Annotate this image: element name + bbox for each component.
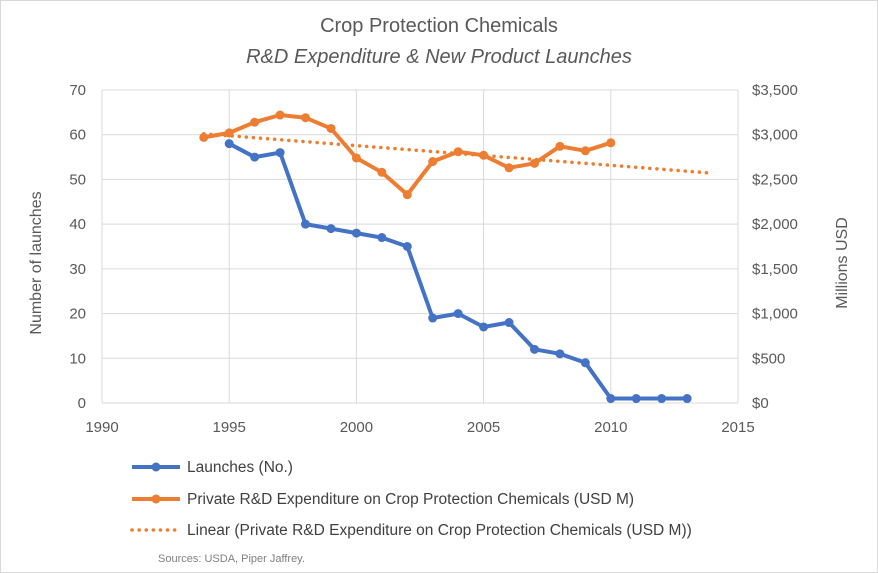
data-point-rd-expenditure bbox=[606, 138, 616, 148]
data-point-launches bbox=[301, 219, 311, 229]
x-tick-label: 2015 bbox=[721, 419, 754, 436]
data-point-launches bbox=[428, 313, 438, 323]
data-point-rd-expenditure bbox=[555, 141, 565, 151]
data-point-rd-expenditure bbox=[250, 117, 260, 127]
x-tick-label: 2000 bbox=[340, 419, 373, 436]
data-point-rd-expenditure bbox=[377, 167, 387, 177]
data-point-launches bbox=[606, 394, 616, 404]
y-right-tick-label: $2,500 bbox=[752, 171, 798, 188]
series-line-launches bbox=[227, 141, 690, 401]
data-point-rd-expenditure bbox=[402, 190, 412, 200]
data-point-rd-expenditure bbox=[479, 150, 489, 160]
y-left-tick-label: 0 bbox=[78, 395, 86, 412]
data-point-launches bbox=[250, 152, 260, 162]
data-point-rd-expenditure bbox=[326, 123, 336, 133]
data-point-rd-expenditure bbox=[453, 147, 463, 157]
legend: Launches (No.) Private R&D Expenditure on… bbox=[130, 459, 692, 539]
legend-swatch-rd-expenditure-marker bbox=[151, 494, 161, 504]
series-layer bbox=[199, 110, 715, 404]
data-point-launches bbox=[275, 148, 285, 158]
data-point-rd-expenditure bbox=[301, 113, 311, 123]
legend-swatch-launches-marker bbox=[151, 462, 161, 472]
source-note: Sources: USDA, Piper Jaffrey. bbox=[158, 553, 305, 565]
data-point-launches bbox=[631, 394, 641, 404]
x-tick-label: 2010 bbox=[594, 419, 627, 436]
y-right-axis-title: Millions USD bbox=[834, 217, 851, 309]
legend-label: Linear (Private R&D Expenditure on Crop … bbox=[187, 522, 692, 539]
data-point-launches bbox=[504, 318, 514, 328]
x-axis-ticks: 1990 1995 2000 2005 2010 2015 bbox=[85, 419, 754, 436]
y-right-axis-ticks: $0 $500 $1,000 $1,500 $2,000 $2,500 $3,000 $3,5… bbox=[752, 82, 798, 412]
data-point-launches bbox=[657, 394, 667, 404]
y-right-tick-label: $1,000 bbox=[752, 306, 798, 323]
chart-subtitle: R&D Expenditure & New Product Launches bbox=[246, 46, 632, 68]
data-point-launches bbox=[555, 349, 565, 359]
data-point-launches bbox=[580, 358, 590, 368]
data-point-rd-expenditure bbox=[428, 157, 438, 167]
y-right-tick-label: $1,500 bbox=[752, 261, 798, 278]
y-left-tick-label: 40 bbox=[69, 216, 86, 233]
data-point-rd-expenditure bbox=[504, 163, 514, 173]
data-point-rd-expenditure bbox=[351, 153, 361, 163]
x-tick-label: 2005 bbox=[467, 419, 500, 436]
y-left-tick-label: 20 bbox=[69, 306, 86, 323]
data-point-launches bbox=[453, 309, 463, 319]
data-point-rd-expenditure bbox=[275, 110, 285, 120]
data-point-rd-expenditure bbox=[224, 128, 234, 138]
y-left-tick-label: 10 bbox=[69, 350, 86, 367]
data-point-rd-expenditure bbox=[529, 158, 539, 168]
x-tick-label: 1990 bbox=[85, 419, 118, 436]
chart-title: Crop Protection Chemicals bbox=[320, 15, 558, 37]
x-tick-label: 1995 bbox=[213, 419, 246, 436]
data-point-rd-expenditure bbox=[580, 146, 590, 156]
y-right-tick-label: $0 bbox=[752, 395, 769, 412]
y-left-tick-label: 50 bbox=[69, 171, 86, 188]
data-point-launches bbox=[326, 224, 336, 234]
y-right-tick-label: $3,500 bbox=[752, 82, 798, 99]
data-point-launches bbox=[351, 228, 361, 238]
data-point-launches bbox=[682, 394, 692, 404]
gridlines bbox=[101, 89, 739, 404]
data-point-launches bbox=[377, 233, 387, 243]
data-point-launches bbox=[529, 344, 539, 354]
data-point-launches bbox=[224, 139, 234, 149]
y-right-tick-label: $500 bbox=[752, 350, 785, 367]
data-point-rd-expenditure bbox=[199, 132, 209, 142]
y-left-tick-label: 30 bbox=[69, 261, 86, 278]
y-left-tick-label: 60 bbox=[69, 127, 86, 144]
y-left-tick-label: 70 bbox=[69, 82, 86, 99]
y-right-tick-label: $2,000 bbox=[752, 216, 798, 233]
data-point-launches bbox=[402, 242, 412, 251]
y-left-axis-ticks: 0 10 20 30 40 50 60 70 bbox=[69, 82, 86, 412]
data-point-launches bbox=[479, 322, 489, 332]
y-right-tick-label: $3,000 bbox=[752, 127, 798, 144]
y-left-axis-title: Number of launches bbox=[28, 191, 45, 334]
legend-label: Launches (No.) bbox=[187, 459, 293, 476]
legend-label: Private R&D Expenditure on Crop Protecti… bbox=[187, 491, 634, 508]
